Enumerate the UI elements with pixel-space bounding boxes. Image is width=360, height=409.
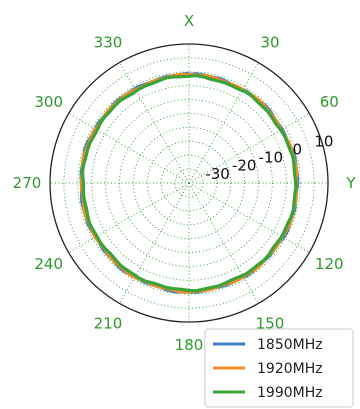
grid-spoke [188,113,310,184]
series-line-1990mhz [80,74,298,293]
radial-tick-label: -20 [232,157,257,175]
grid-circle [132,126,246,240]
radial-tick-label: -30 [205,165,230,183]
grid-circle [91,85,287,281]
grid-spoke [119,62,190,184]
polar-grid [50,44,328,322]
angle-tick-label: 240 [34,255,63,273]
grid-circle [119,113,259,253]
grid-circle [174,168,204,198]
grid-circle [105,99,273,267]
grid-spoke [119,182,190,304]
angle-tick-label: 150 [256,314,285,332]
grid-spoke [68,113,190,184]
legend-label: 1850MHz [257,337,323,353]
grid-circle [160,154,218,212]
angle-tick-label: 120 [315,255,344,273]
radial-tick-label: -10 [259,149,284,167]
legend: 1850MHz 1920MHz 1990MHz [204,328,354,408]
radial-tick-label: 0 [293,141,303,159]
angle-tick-label: 270 [13,174,42,192]
radial-tick-label: 10 [314,132,333,150]
grid-spoke [68,182,190,253]
angle-tick-label: 60 [320,93,339,111]
angle-tick-label: 180 [175,336,204,354]
outer-ring [49,43,329,323]
grid-circle [63,57,315,309]
angle-tick-label: 210 [94,314,123,332]
angle-tick-label: 30 [260,34,279,52]
tick-labels: 30 60 120 150 180 210 240 270 300 330 X Y -30 -20 -10 0… [13,12,357,354]
legend-label: 1990MHz [257,385,323,401]
angle-tick-label: 330 [94,34,123,52]
legend-label: 1920MHz [257,361,323,377]
legend-box [204,328,354,408]
grid-spoke [188,62,259,184]
grid-circle [146,140,232,226]
x-axis-label: X [184,12,194,30]
grid-spoke [188,182,310,253]
series-group [79,71,300,294]
grid-spoke [188,182,259,304]
y-axis-label: Y [345,174,356,192]
grid-circle [77,71,301,295]
angle-tick-label: 300 [34,93,63,111]
